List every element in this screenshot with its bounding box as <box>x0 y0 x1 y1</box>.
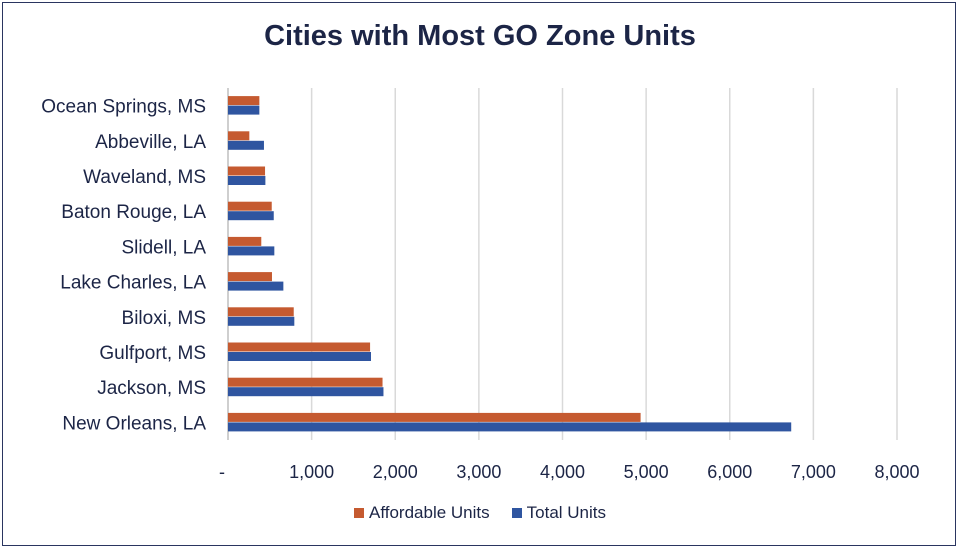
bar-affordable <box>228 131 250 141</box>
bar-affordable <box>228 307 294 317</box>
x-tick-label: 1,000 <box>289 462 334 482</box>
x-tick-label: 7,000 <box>791 462 836 482</box>
legend-swatch-total <box>511 508 522 518</box>
y-tick-label: Baton Rouge, LA <box>61 202 206 223</box>
bar-total <box>228 281 284 291</box>
x-tick-label: 5,000 <box>624 462 669 482</box>
y-tick-label: Gulfport, MS <box>99 343 206 364</box>
bar-affordable <box>228 166 266 176</box>
y-tick-label: Jackson, MS <box>97 378 206 399</box>
bar-affordable <box>228 342 371 352</box>
x-tick-label: 6,000 <box>707 462 752 482</box>
legend-label-total: Total Units <box>526 503 607 522</box>
y-tick-label: Waveland, MS <box>83 167 206 188</box>
y-tick-label: New Orleans, LA <box>62 413 206 434</box>
legend-item-affordable: Affordable Units <box>353 503 490 523</box>
bar-affordable <box>228 236 262 246</box>
legend: Affordable Units Total Units <box>0 503 960 523</box>
x-tick-label: 4,000 <box>540 462 585 482</box>
x-tick-label: - <box>219 462 225 482</box>
bar-affordable <box>228 272 272 282</box>
bar-total <box>228 211 274 221</box>
bar-affordable <box>228 96 260 106</box>
bar-total <box>228 387 384 397</box>
y-tick-label: Lake Charles, LA <box>60 273 206 294</box>
bar-affordable <box>228 377 383 387</box>
bar-total <box>228 176 266 185</box>
x-tick-label: 8,000 <box>874 462 919 482</box>
legend-label-affordable: Affordable Units <box>368 503 490 522</box>
bar-affordable <box>228 201 272 211</box>
bar-total <box>228 140 264 150</box>
y-tick-label: Ocean Springs, MS <box>41 97 206 118</box>
bar-total <box>228 422 792 432</box>
x-tick-label: 2,000 <box>373 462 418 482</box>
legend-item-total: Total Units <box>511 503 607 523</box>
bar-total <box>228 316 295 326</box>
y-tick-label: Abbeville, LA <box>95 132 206 153</box>
y-tick-label: Slidell, LA <box>122 237 207 258</box>
bar-total <box>228 352 371 361</box>
x-tick-label: 3,000 <box>456 462 501 482</box>
legend-swatch-affordable <box>353 508 364 518</box>
bar-affordable <box>228 412 641 422</box>
bar-total <box>228 105 260 115</box>
chart-title: Cities with Most GO Zone Units <box>264 20 696 52</box>
bar-total <box>228 246 275 256</box>
y-tick-label: Biloxi, MS <box>122 308 206 329</box>
